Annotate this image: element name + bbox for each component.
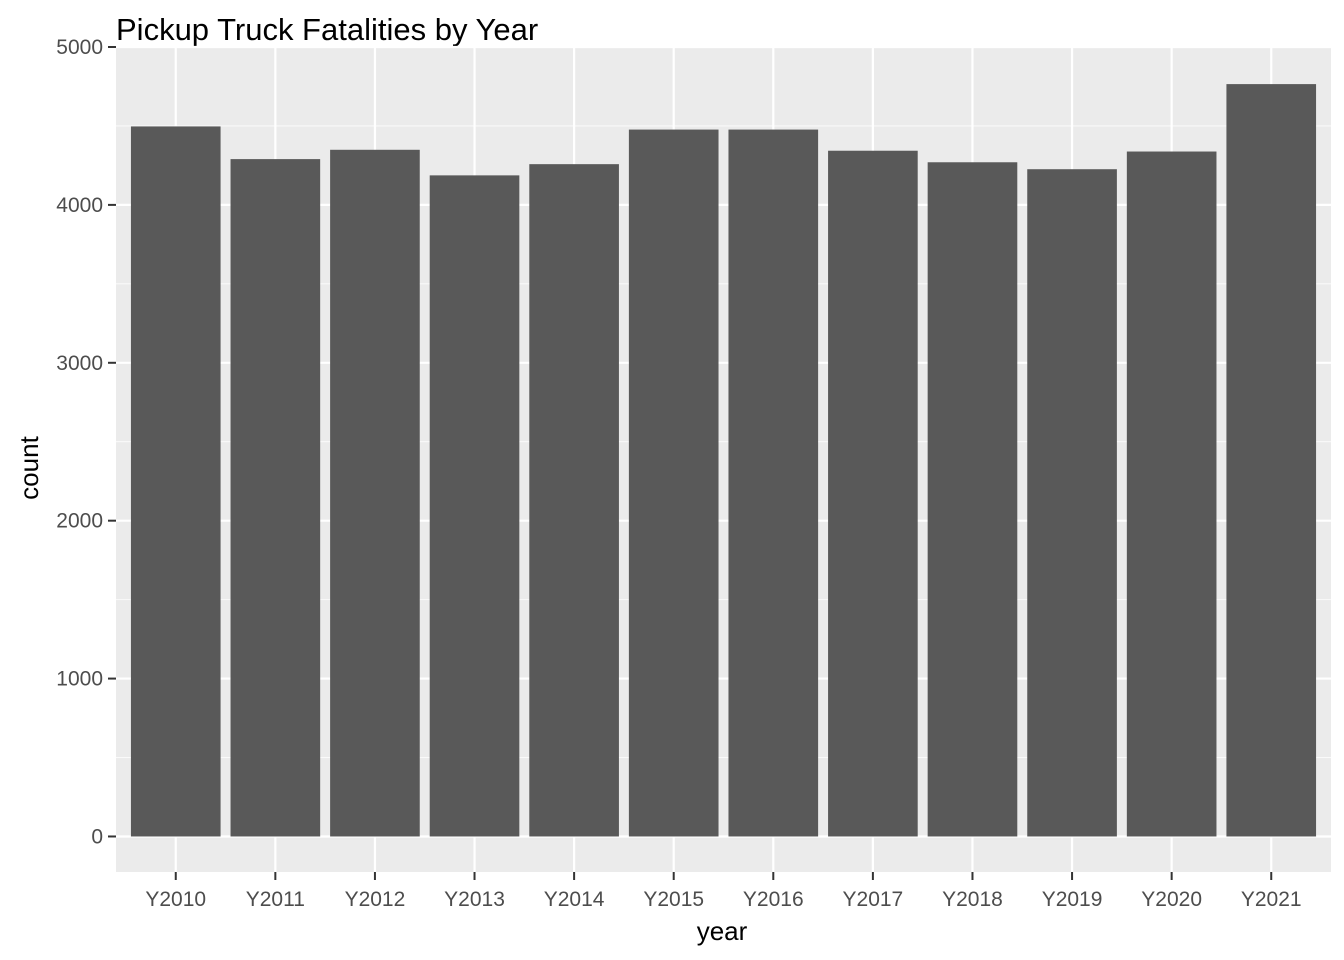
- x-tick-label: Y2012: [345, 888, 406, 911]
- x-tick-label: Y2011: [246, 888, 305, 911]
- bar-y2014: [529, 164, 619, 837]
- y-tick-label: 2000: [56, 510, 103, 533]
- x-tick-label: Y2020: [1141, 888, 1202, 911]
- x-tick-label: Y2015: [643, 888, 704, 911]
- x-axis: Y2010 Y2011 Y2012 Y2013 Y2014 Y2015 Y2016 Y2017…: [145, 872, 1302, 911]
- bar-y2018: [927, 162, 1018, 837]
- bar-y2020: [1126, 151, 1217, 837]
- bars: [130, 84, 1317, 837]
- x-tick-label: Y2010: [145, 888, 206, 911]
- bar-y2016: [728, 129, 819, 837]
- y-tick-label: 1000: [56, 668, 103, 691]
- x-tick-label: Y2017: [843, 888, 904, 911]
- y-axis-title: count: [14, 435, 44, 499]
- x-tick-label: Y2014: [544, 888, 605, 911]
- bar-y2015: [628, 129, 719, 837]
- x-tick-label: Y2018: [942, 888, 1003, 911]
- y-tick-label: 4000: [56, 194, 103, 217]
- bar-y2017: [828, 150, 918, 837]
- bar-y2011: [230, 159, 321, 837]
- x-tick-label: Y2021: [1241, 888, 1302, 911]
- x-axis-title: year: [697, 916, 748, 946]
- bar-y2019: [1027, 169, 1117, 837]
- y-tick-label: 5000: [56, 36, 103, 59]
- bar-y2013: [429, 175, 520, 837]
- chart-title: Pickup Truck Fatalities by Year: [116, 12, 538, 47]
- bar-y2012: [330, 149, 420, 837]
- bar-y2010: [130, 126, 221, 837]
- y-tick-label: 3000: [56, 352, 103, 375]
- y-tick-label: 0: [91, 825, 103, 848]
- y-axis: 0 1000 2000 3000 4000 5000: [56, 36, 116, 848]
- bar-y2021: [1226, 84, 1317, 837]
- x-tick-label: Y2013: [444, 888, 505, 911]
- x-tick-label: Y2019: [1042, 888, 1103, 911]
- x-tick-label: Y2016: [743, 888, 804, 911]
